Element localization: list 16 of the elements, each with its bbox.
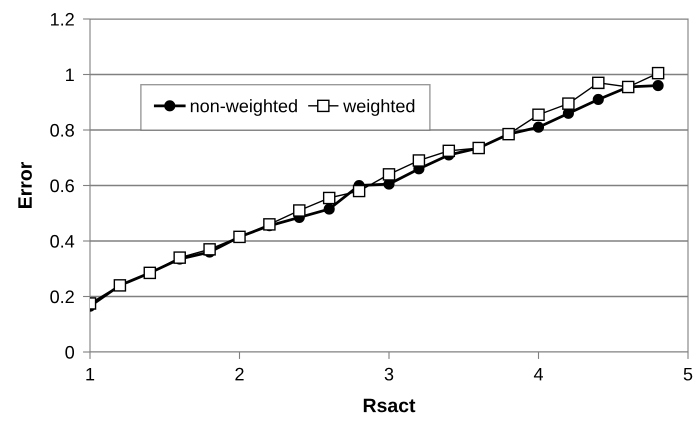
y-tick-label: 0.8	[50, 124, 74, 137]
legend-label: weighted	[343, 99, 414, 116]
x-axis-title: Rsact	[364, 398, 416, 412]
x-tick-label: 1	[86, 368, 94, 380]
x-tick-label: 5	[684, 368, 692, 381]
x-tick-label: 4	[534, 368, 543, 380]
y-tick-label: 0.2	[50, 290, 74, 304]
x-tick-label: 2	[235, 368, 244, 380]
y-tick-label: 0.6	[50, 179, 74, 192]
x-tick-label: 3	[384, 368, 394, 381]
y-axis-title: Error	[18, 162, 32, 208]
y-tick-label: 1.2	[51, 12, 74, 26]
y-tick-label: 0	[65, 346, 74, 359]
legend-label: non-weighted	[190, 99, 297, 116]
y-tick-label: 0.4	[50, 234, 74, 248]
y-tick-label: 1	[66, 68, 74, 82]
